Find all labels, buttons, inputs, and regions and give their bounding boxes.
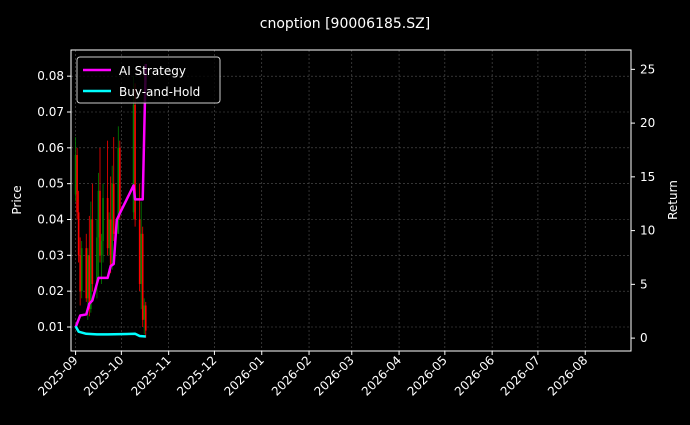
candle-body: [144, 305, 147, 331]
candle-body: [117, 147, 120, 234]
y-axis-left-label: Price: [10, 185, 24, 214]
y-axis-right: 0 5 10 15 20 25: [631, 62, 655, 345]
x-tick-label: 2025-12: [174, 353, 219, 398]
y-left-tick-label: 0.05: [37, 177, 64, 191]
candle-body: [140, 233, 142, 284]
x-axis: 2025-09 2025-10 2025-11 2025-12 2026-01 2026-…: [35, 351, 590, 399]
y-axis-right-label: Return: [666, 180, 680, 220]
candle-body: [88, 255, 91, 310]
y-left-tick-label: 0.03: [37, 248, 64, 262]
candle-body: [134, 104, 136, 220]
candle-body: [132, 104, 135, 213]
ai-strategy-line: [74, 63, 148, 328]
candle-body: [143, 305, 146, 320]
y-left-tick-label: 0.01: [37, 320, 64, 334]
y-right-tick-label: 15: [640, 170, 655, 184]
y-right-tick-label: 10: [640, 224, 655, 238]
y-left-tick-label: 0.08: [37, 69, 64, 83]
y-left-tick-label: 0.04: [37, 212, 64, 226]
x-tick-label: 2026-07: [498, 353, 543, 398]
candle-body: [80, 248, 83, 292]
y-right-tick-label: 20: [640, 116, 655, 130]
x-tick-label: 2025-09: [35, 353, 80, 398]
candle-body: [90, 219, 92, 310]
candle-body: [119, 147, 121, 213]
x-tick-label: 2025-10: [81, 353, 126, 398]
candle-body: [79, 255, 81, 292]
y-left-tick-label: 0.07: [37, 105, 64, 119]
y-right-tick-label: 0: [640, 331, 648, 345]
candle-body: [109, 219, 112, 267]
candle-body: [112, 183, 115, 234]
candle-body: [106, 197, 109, 249]
x-tick-label: 2026-08: [545, 353, 590, 398]
candle-body: [85, 248, 88, 299]
legend: AI Strategy Buy-and-Hold: [76, 56, 221, 104]
y-right-tick-label: 5: [640, 277, 648, 291]
candles: [74, 76, 147, 338]
candle-body: [96, 237, 98, 284]
candle-body: [86, 255, 89, 299]
buy-and-hold-line: [74, 325, 146, 338]
x-tick-label: 2026-04: [359, 353, 404, 398]
candle-body: [102, 197, 104, 241]
x-tick-label: 2026-01: [222, 353, 267, 398]
candle-body: [97, 190, 100, 238]
series-lines: [74, 63, 148, 338]
x-tick-label: 2026-02: [269, 353, 314, 398]
x-tick-label: 2026-06: [452, 353, 497, 398]
candle-body: [108, 219, 110, 249]
candle-body: [74, 154, 77, 195]
candle-body: [77, 212, 80, 256]
candle-body: [91, 219, 94, 284]
x-tick-label: 2026-05: [405, 353, 450, 398]
x-tick-label: 2025-11: [128, 353, 173, 398]
grid: [71, 50, 631, 351]
x-tick-label: 2026-03: [312, 353, 357, 398]
candle-body: [138, 219, 141, 284]
y-right-tick-label: 25: [640, 62, 655, 76]
candle-body: [76, 154, 78, 213]
legend-label-ai-strategy: AI Strategy: [119, 64, 186, 78]
y-left-tick-label: 0.02: [37, 284, 64, 298]
y-left-tick-label: 0.06: [37, 141, 64, 155]
y-axis-left: 0.01 0.02 0.03 0.04 0.05 0.06 0.07 0.08: [37, 69, 71, 334]
candle-body: [111, 183, 113, 267]
candle-body: [99, 190, 101, 256]
candle-body: [141, 233, 144, 320]
legend-label-buy-and-hold: Buy-and-Hold: [119, 85, 200, 99]
chart-title: cnoption [90006185.SZ]: [260, 16, 430, 32]
plot-frame: [70, 49, 632, 352]
candle-body: [100, 240, 103, 256]
